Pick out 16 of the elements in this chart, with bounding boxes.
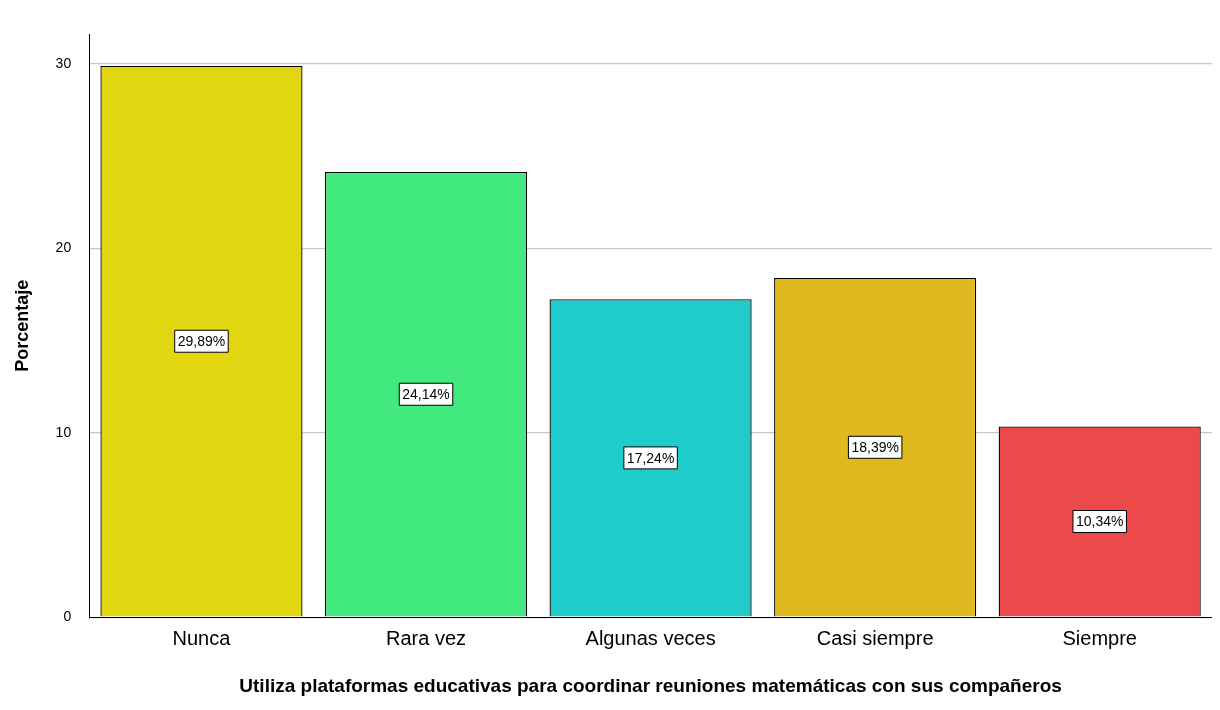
data-label: 17,24% — [626, 449, 675, 466]
y-tick-label: 0 — [63, 608, 72, 625]
y-axis-title: Porcentaje — [11, 279, 32, 372]
x-axis-title: Utiliza plataformas educativas para coordinar reuniones matemáticas con sus compañeros — [239, 674, 1062, 696]
x-tick-label: Casi siempre — [816, 626, 934, 649]
data-label: 10,34% — [1075, 513, 1124, 530]
y-tick-label: 10 — [55, 423, 72, 440]
x-tick-label: Siempre — [1062, 626, 1137, 649]
y-tick-label: 30 — [55, 54, 72, 71]
data-label: 24,14% — [402, 386, 450, 403]
x-tick-label: Nunca — [172, 626, 232, 649]
data-label: 29,89% — [177, 333, 226, 350]
x-tick-label: Algunas veces — [585, 626, 716, 649]
data-label: 18,39% — [851, 439, 899, 456]
x-tick-label: Rara vez — [386, 626, 467, 649]
y-tick-label: 20 — [55, 239, 72, 256]
